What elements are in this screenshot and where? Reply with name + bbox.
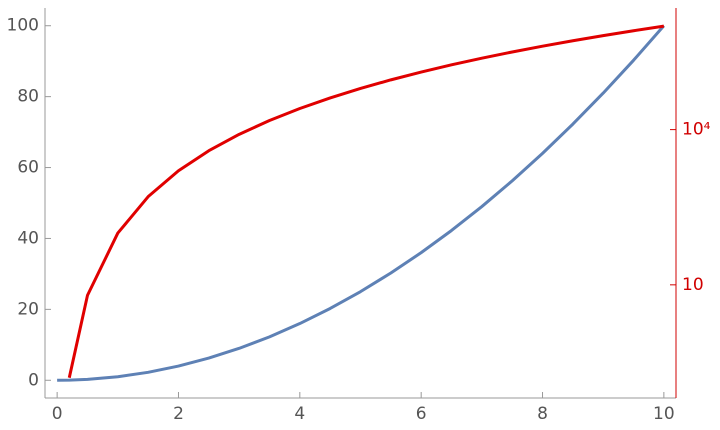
x-tick-label: 4 bbox=[294, 404, 305, 424]
series-line bbox=[67, 24, 665, 379]
y2-tick-label: 10 bbox=[682, 275, 704, 295]
x-tick-label: 0 bbox=[52, 404, 63, 424]
y2-tick-label: 10⁴ bbox=[682, 120, 711, 140]
y-tick-label: 20 bbox=[17, 299, 39, 319]
y-tick-label: 40 bbox=[17, 228, 39, 248]
x-tick-label: 10 bbox=[653, 404, 675, 424]
y-tick-label: 60 bbox=[17, 158, 39, 178]
series-line bbox=[57, 24, 665, 382]
x-tick-label: 6 bbox=[416, 404, 427, 424]
y-tick-label: 0 bbox=[28, 370, 39, 390]
y-tick-label: 80 bbox=[17, 87, 39, 107]
y-tick-label: 100 bbox=[7, 16, 39, 36]
x-tick-label: 2 bbox=[173, 404, 184, 424]
x-tick-label: 8 bbox=[537, 404, 548, 424]
